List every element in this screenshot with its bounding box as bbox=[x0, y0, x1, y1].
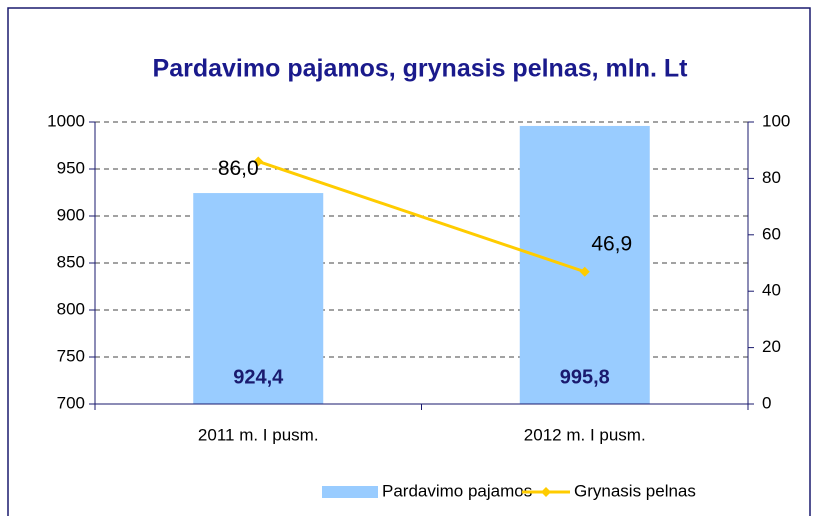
line bbox=[257, 160, 586, 274]
y2-tick-label: 40 bbox=[762, 281, 781, 300]
line-marker bbox=[253, 156, 264, 167]
bar bbox=[193, 193, 324, 404]
y-tick-label: 1000 bbox=[47, 111, 85, 130]
y-tick-label: 900 bbox=[57, 205, 85, 224]
y-tick-label: 700 bbox=[57, 393, 85, 412]
bar-value-label: 995,8 bbox=[560, 366, 610, 388]
y2-tick-label: 80 bbox=[762, 168, 781, 187]
legend-marker bbox=[541, 487, 551, 497]
line-value-label: 86,0 bbox=[218, 157, 259, 180]
legend-swatch bbox=[322, 486, 378, 498]
chart-frame bbox=[7, 7, 811, 521]
chart-title: Pardavimo pajamos, grynasis pelnas, mln.… bbox=[153, 55, 689, 83]
bar bbox=[519, 125, 650, 404]
y-tick-label: 950 bbox=[57, 158, 85, 177]
y2-tick-label: 0 bbox=[762, 393, 771, 412]
line-value-label: 46,9 bbox=[591, 232, 632, 255]
y2-tick-label: 60 bbox=[762, 224, 781, 243]
line-marker bbox=[579, 266, 590, 277]
legend-label: Pardavimo pajamos bbox=[382, 481, 532, 500]
y-tick-label: 800 bbox=[57, 299, 85, 318]
y-tick-label: 750 bbox=[57, 346, 85, 365]
y2-tick-label: 100 bbox=[762, 111, 790, 130]
bar-value-label: 924,4 bbox=[233, 366, 284, 388]
legend-label: Grynasis pelnas bbox=[574, 481, 696, 500]
x-tick-label: 2011 m. I pusm. bbox=[198, 425, 319, 444]
x-tick-label: 2012 m. I pusm. bbox=[524, 425, 646, 444]
y-tick-label: 850 bbox=[57, 252, 85, 271]
y2-tick-label: 20 bbox=[762, 337, 781, 356]
